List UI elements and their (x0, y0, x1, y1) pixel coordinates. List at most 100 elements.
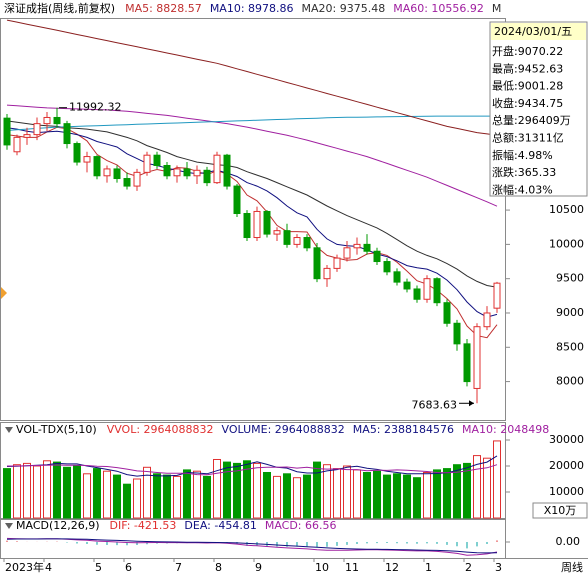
high-annotation: 11992.32 (69, 101, 122, 114)
price-plot (3, 19, 501, 404)
low-annotation: 7683.63 (412, 398, 458, 411)
header-label: MA20: 9375.48 (302, 2, 386, 15)
indicator-line (6, 127, 498, 318)
volume-bar (133, 478, 141, 519)
volume-bar (123, 483, 131, 519)
x-tick-label: 6 (125, 561, 132, 574)
volume-bar (223, 461, 231, 519)
volume-bar (353, 469, 361, 519)
candle-body (273, 230, 281, 235)
x-tick-label: 12 (385, 561, 399, 574)
candle-body (433, 278, 441, 304)
x-tick-label: 5 (95, 561, 102, 574)
macd-menu-icon[interactable] (5, 523, 13, 529)
info-line: 总量:296409万 (492, 113, 571, 127)
volume-bar (403, 474, 411, 519)
volume-bar (323, 464, 331, 519)
x-tick-label: 2023年 (5, 560, 44, 574)
y-tick-label: 9500 (556, 272, 584, 285)
header-label: DIF: -421.53 (110, 519, 177, 532)
indicator-line (6, 120, 498, 288)
candle-body (333, 257, 341, 269)
volume-menu-icon[interactable] (5, 427, 13, 433)
volume-bar (383, 474, 391, 519)
info-line: 涨幅:4.03% (492, 183, 553, 196)
x-tick-label: 11 (345, 561, 359, 574)
volume-bar (213, 458, 221, 519)
candle-body (3, 117, 11, 146)
volume-bar (233, 462, 241, 519)
volume-bar (333, 468, 341, 519)
info-line: 最高:9452.63 (492, 61, 563, 75)
volume-bar (93, 468, 101, 519)
candle-body (63, 123, 71, 145)
volume-bar (283, 473, 291, 519)
indicator-line (6, 537, 498, 556)
volume-bar (53, 461, 61, 519)
volume-bar (253, 462, 261, 519)
candle-body (203, 169, 211, 184)
volume-bar (143, 466, 151, 519)
candle-body (183, 168, 191, 177)
volume-bar (33, 465, 41, 519)
candle-body (463, 343, 471, 383)
candle-body (83, 156, 91, 163)
candle-body (163, 164, 171, 177)
info-line: 总额:31311亿 (492, 131, 564, 145)
candle-body (93, 156, 101, 177)
candle-body (443, 302, 451, 324)
candle-body (153, 154, 161, 166)
panel-title: 深证成指(周线,前复权) (4, 1, 115, 15)
candle-body (493, 282, 501, 309)
candle-body (313, 247, 321, 280)
candle-body (373, 250, 381, 263)
y-tick-label: 0.00 (556, 535, 581, 548)
volume-bar (113, 474, 121, 519)
candle-body (243, 213, 251, 239)
volume-bar (273, 475, 281, 519)
volume-bar (443, 468, 451, 519)
side-handle[interactable] (1, 287, 7, 299)
indicator-line (6, 538, 498, 554)
info-line: 振幅:4.98% (492, 148, 553, 162)
candle-body (33, 123, 41, 136)
candle-body (263, 210, 271, 235)
volume-bar (73, 465, 81, 519)
volume-bar (303, 474, 311, 519)
candle-body (173, 168, 181, 177)
y-tick-label: 30000 (549, 433, 584, 446)
y-tick-label: 10000 (549, 485, 584, 498)
candle-body (13, 136, 21, 153)
candle-body (363, 243, 371, 252)
candle-body (53, 116, 61, 125)
candle-body (403, 281, 411, 290)
x-tick-label: 8 (215, 561, 222, 574)
x-axis-label: 周线 (561, 560, 583, 574)
volume-bar (3, 468, 11, 519)
header-label: MA10: 2048498 (462, 423, 549, 436)
candle-body (473, 326, 481, 389)
header-label: MA5: 2388184576 (353, 423, 454, 436)
candle-body (213, 154, 221, 184)
volume-bar (453, 464, 461, 519)
volume-bar (463, 462, 471, 519)
volume-panel-frame (0, 422, 506, 519)
candle-body (423, 278, 431, 300)
candle-body (383, 261, 391, 273)
volume-bar (263, 471, 271, 519)
volume-bar (173, 475, 181, 519)
candle-body (23, 134, 31, 138)
header-label: MA5: 8828.57 (125, 2, 202, 15)
volume-bar (293, 477, 301, 519)
y-tick-label: 10000 (549, 237, 584, 250)
panel-title: VOL-TDX(5,10) (16, 423, 97, 436)
candle-body (483, 312, 491, 328)
volume-bar (163, 474, 171, 519)
y-tick-label: 20000 (549, 459, 584, 472)
candle-body (123, 178, 131, 187)
candle-body (103, 168, 111, 177)
indicator-line (6, 104, 498, 207)
volume-bar (493, 440, 501, 519)
candle-body (143, 154, 151, 173)
